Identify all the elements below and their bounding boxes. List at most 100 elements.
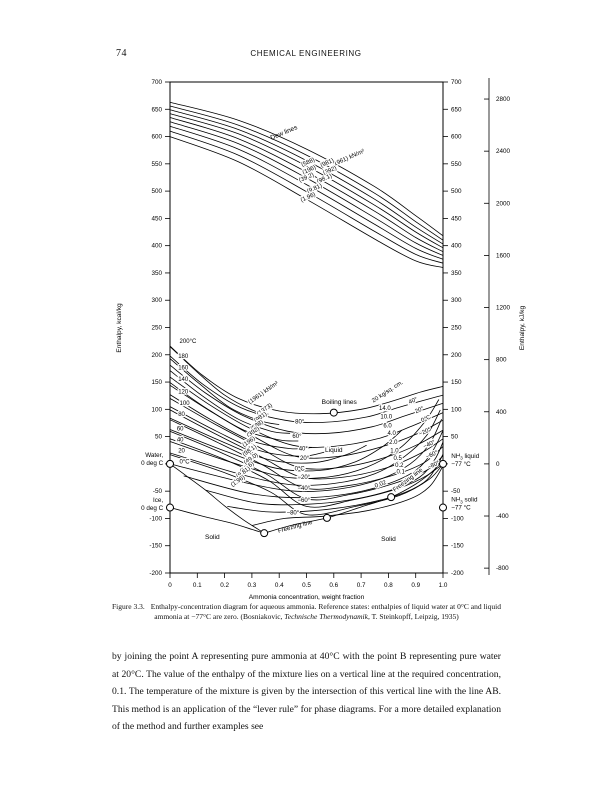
isotherm-line [183,430,444,499]
x-axis-tick-label: 0 [168,582,172,589]
boiling-line [169,454,444,516]
chart-annotation: NH3 solid −77 °C [451,497,478,512]
chart-annotation: 0.2 [395,463,404,469]
chart-annotation: 60° [292,434,302,440]
y-axis-tick-label: -200 [149,570,162,577]
y-axis-tick-label: 600 [151,134,162,141]
chart-annotation: 1.0 [390,448,399,454]
running-head: CHEMICAL ENGINEERING [250,49,362,58]
y-axis-tick-label: 300 [151,297,162,304]
x-axis-title: Ammonia concentration, weight fraction [249,594,365,601]
y-axis-tick-label: 400 [451,243,462,250]
isotherm-line [169,382,299,442]
figure-caption: Figure 3.3. Enthalpy-concentration diagra… [112,602,501,623]
chart-annotation: Ice, 0 deg C [141,497,164,512]
dew-line [169,121,444,256]
freezing-line [264,463,444,534]
x-axis-tick-label: 0.7 [357,582,366,589]
isotherm-line [169,394,313,450]
x-axis-tick-label: 0.1 [193,582,202,589]
isotherm-line [169,417,367,464]
chart-annotation: 4.0 [388,431,397,437]
x-axis-tick-label: 0.8 [384,582,393,589]
chart-annotation: 40° [408,396,419,406]
chart-annotation: 0.1 [397,470,406,476]
kj-axis-tick-label: 1200 [496,305,511,312]
chart-annotation: (1.96) [300,192,317,204]
y-axis-tick-label: 550 [151,161,162,168]
kj-axis-title: Enthalpy, kJ/kg [519,306,526,351]
chart-annotation: 0.02 [374,480,388,490]
chart-annotation: −80° [287,511,300,517]
chart-annotation: 2.0 [389,440,398,446]
y-axis-tick-label: -100 [451,515,464,522]
y-axis-tick-label: 50 [451,434,459,441]
y-axis-tick-label: -200 [451,570,464,577]
chart-annotation: 6.0 [383,423,392,429]
boiling-line [169,419,444,490]
x-axis-tick-label: 0.4 [275,582,284,589]
isotherm-line [169,409,441,486]
y-axis-tick-label: 300 [451,297,462,304]
y-axis-tick-label: 50 [155,434,163,441]
boiling-line [169,355,444,424]
y-axis-tick-label: 250 [151,325,162,332]
y-axis-title: Enthalpy, kcal/kg [116,303,123,353]
dew-line [169,130,444,264]
boiling-line [169,398,444,470]
chart-annotation: 120 [178,390,189,396]
chart-annotation: 0°C [420,414,432,424]
chart-annotation: 180 [178,354,189,360]
chart-annotation: 60 [177,427,184,433]
dew-line [169,105,444,241]
chart-annotation: 80 [178,412,185,418]
chart-annotation: (39.2) [298,172,315,184]
boiling-line [169,409,444,480]
chart-annotation: Liquid [325,447,343,454]
y-axis-tick-label: 350 [151,270,162,277]
dew-line [169,101,444,237]
y-axis-tick-label: 600 [451,134,462,141]
water-point [166,459,174,468]
chart-annotation: 140 [178,377,189,383]
isotherm-line [251,465,444,526]
dew-line [169,117,444,253]
kj-axis-tick-label: 2400 [496,148,511,155]
boiling-line [169,376,444,448]
y-axis-tick-label: 100 [451,406,462,413]
chart-annotation: 20° [414,406,425,416]
y-axis-tick-label: 450 [151,215,162,222]
chart-annotation: 10.0 [380,415,392,421]
y-axis-tick-label: 200 [151,352,162,359]
figure-chart: -200 -200 -150 -150 -100 -100 -50 -50 50 50 100 100… [116,78,526,601]
chart-annotation: (1961) kN/m² [248,381,280,406]
y-axis-tick-label: 650 [451,106,462,113]
boiling-line [169,364,444,435]
chart-annotation: Solid [381,536,396,543]
chart-annotation: 40° [299,446,309,452]
chart-annotation: 40 [177,438,184,444]
chart-annotation: 0°C [295,466,306,472]
y-axis-tick-label: -150 [451,543,464,550]
kj-axis-tick-label: -400 [496,513,509,520]
chart-annotation: 20 [178,448,185,454]
x-axis-tick-label: 0.6 [329,582,338,589]
freezing-point-marker [322,513,331,522]
chart-annotation: 160 [178,366,189,372]
boiling-line [169,345,444,415]
y-axis-tick-label: 500 [451,188,462,195]
chart-annotation: Solid [205,534,220,541]
y-axis-tick-label: 150 [151,379,162,386]
y-axis-tick-label: 400 [151,243,162,250]
y-axis-tick-label: 500 [151,188,162,195]
kj-axis-tick-label: 800 [496,357,507,364]
y-axis-tick-label: 350 [451,270,462,277]
dew-line [169,136,444,268]
kj-axis-tick-label: 0 [496,461,500,468]
freezing-line [169,507,265,534]
figure-caption-italic: Technische Thermodynamik [284,612,368,622]
x-axis-tick-label: 0.5 [302,582,311,589]
x-axis-tick-label: 0.3 [248,582,257,589]
chart-annotation: Boiling lines [322,399,358,406]
chart-annotation: −20° [418,427,432,438]
